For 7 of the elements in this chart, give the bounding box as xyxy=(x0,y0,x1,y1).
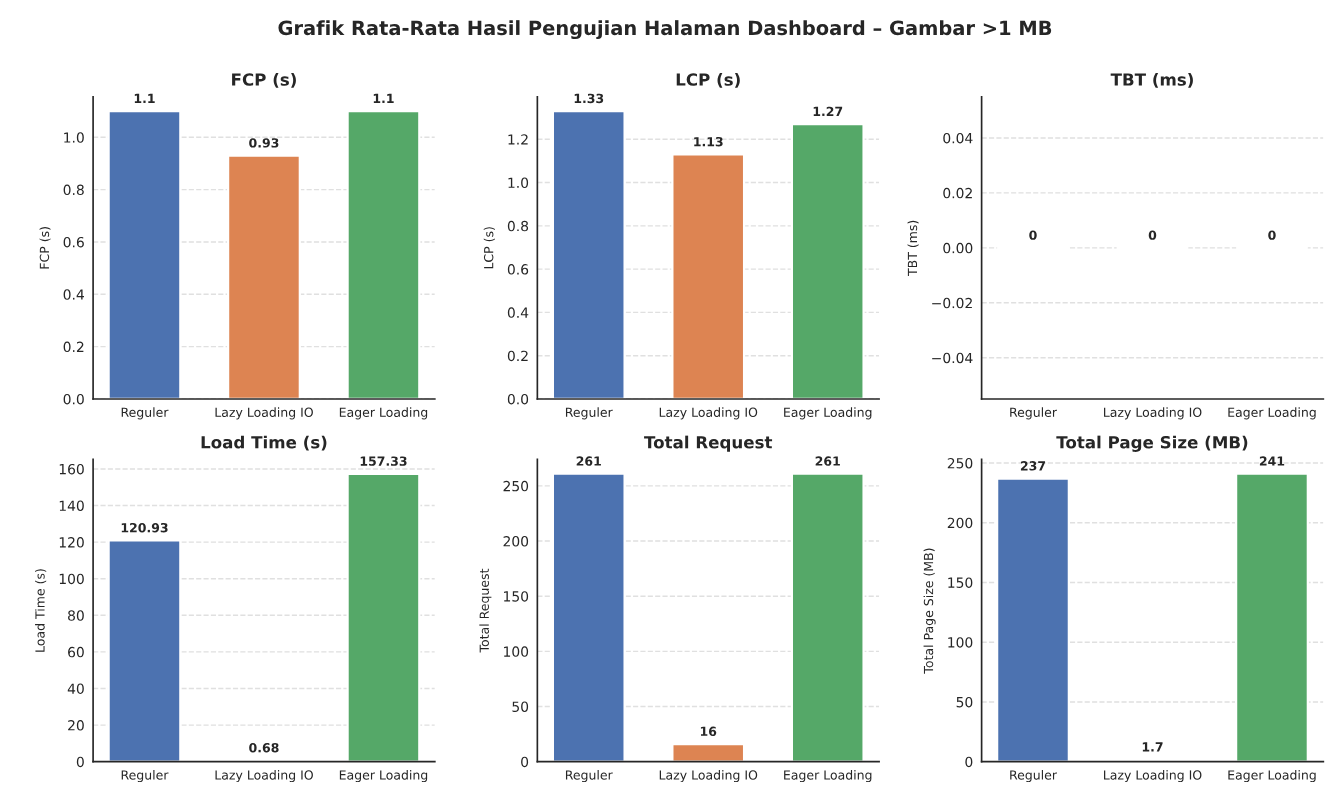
chart-title: FCP (s) xyxy=(232,72,296,88)
chart-title: Total Request xyxy=(644,435,773,452)
chart-title: Total Page Size (MB) xyxy=(1056,435,1248,452)
chart-title: Load Time (s) xyxy=(201,435,327,451)
text: Grafik Rata-Rata Hasil Pengujian Halaman Dashboard – Gambar >1 MB xyxy=(278,20,1052,40)
chart-title: LCP (s) xyxy=(676,72,740,88)
chart-title: TBT (ms) xyxy=(1110,72,1193,88)
